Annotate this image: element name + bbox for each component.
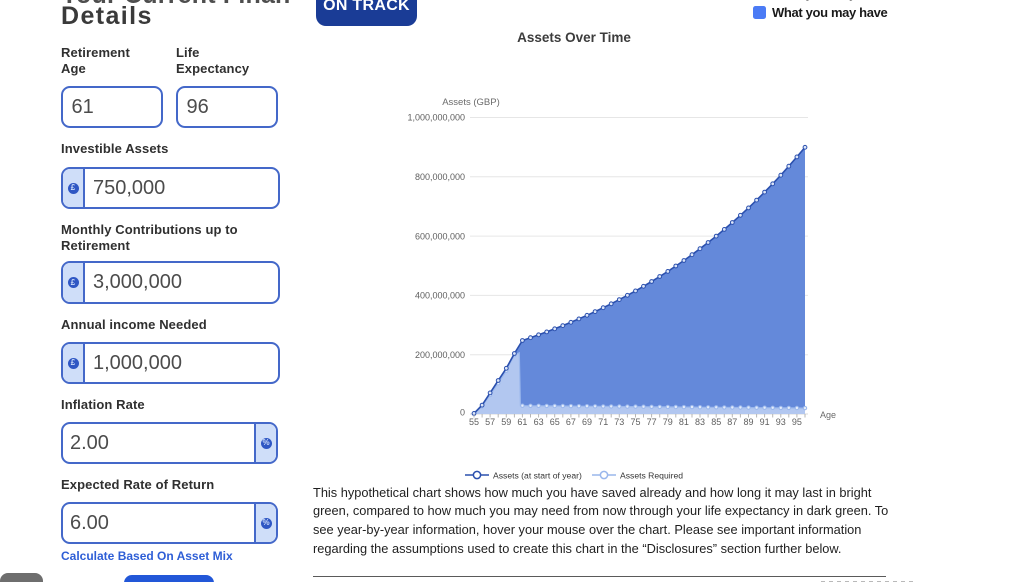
svg-text:85: 85 [711,417,721,427]
svg-text:87: 87 [727,417,737,427]
svg-text:Assets Over Time: Assets Over Time [517,30,631,45]
svg-text:400,000,000: 400,000,000 [415,291,465,301]
svg-text:79: 79 [663,417,673,427]
svg-text:89: 89 [743,417,753,427]
svg-text:91: 91 [760,417,770,427]
svg-text:Assets (at start of year): Assets (at start of year) [493,471,582,481]
svg-text:200,000,000: 200,000,000 [415,350,465,360]
svg-text:61: 61 [517,417,527,427]
svg-text:1,000,000,000: 1,000,000,000 [407,113,465,123]
svg-text:83: 83 [695,417,705,427]
svg-text:77: 77 [647,417,657,427]
svg-text:65: 65 [550,417,560,427]
svg-text:Age: Age [820,410,836,420]
svg-text:71: 71 [598,417,608,427]
svg-text:59: 59 [501,417,511,427]
svg-text:57: 57 [485,417,495,427]
svg-text:75: 75 [630,417,640,427]
svg-text:95: 95 [792,417,802,427]
svg-text:55: 55 [469,417,479,427]
svg-text:93: 93 [776,417,786,427]
svg-text:63: 63 [534,417,544,427]
svg-text:Assets Required: Assets Required [620,471,683,481]
svg-text:67: 67 [566,417,576,427]
svg-text:73: 73 [614,417,624,427]
svg-text:69: 69 [582,417,592,427]
svg-text:81: 81 [679,417,689,427]
svg-text:800,000,000: 800,000,000 [415,172,465,182]
svg-text:600,000,000: 600,000,000 [415,231,465,241]
svg-text:Assets (GBP): Assets (GBP) [442,97,500,108]
svg-text:0: 0 [460,408,465,418]
